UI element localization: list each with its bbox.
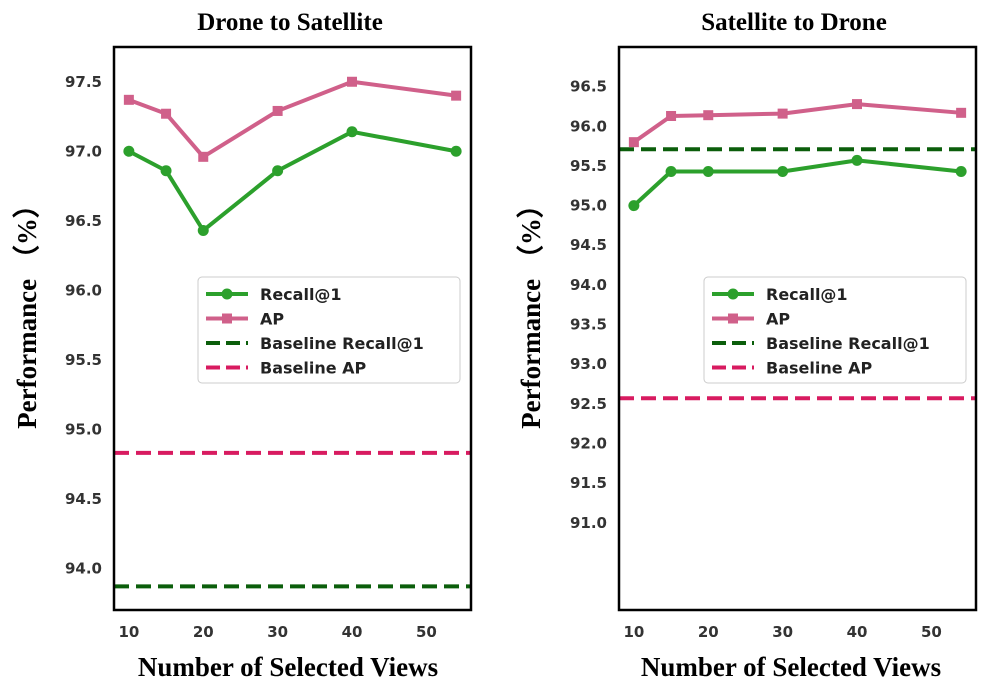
y-tick-label: 96.5 [65, 212, 102, 230]
chart-title: Drone to Satellite [197, 9, 383, 36]
y-tick-label: 93.0 [570, 355, 607, 373]
y-axis-label: Performance （%） [516, 191, 546, 429]
y-tick-label: 92.0 [570, 434, 607, 452]
y-tick-label: 97.5 [65, 73, 102, 91]
legend-label-recall1: Recall@1 [766, 285, 848, 304]
data-point-recall1 [123, 145, 135, 157]
series-line-ap [128, 79, 457, 159]
x-tick-label: 10 [118, 623, 139, 641]
data-point-ap [852, 99, 862, 110]
data-point-recall1 [628, 200, 640, 212]
plot-frame [112, 45, 473, 612]
legend-marker-recall1 [727, 288, 739, 300]
data-point-ap [123, 94, 134, 105]
legend-marker-ap [222, 313, 232, 324]
y-tick-label: 96.5 [570, 78, 607, 96]
data-point-recall1 [272, 165, 284, 177]
data-point-recall1 [702, 165, 714, 177]
data-point-ap [161, 108, 172, 119]
data-point-ap [777, 108, 788, 119]
plot-frame [617, 45, 978, 612]
x-tick-label: 30 [772, 623, 793, 641]
x-tick-label: 40 [342, 623, 363, 641]
series-line-ap [632, 102, 962, 144]
data-point-ap [666, 110, 677, 121]
data-point-recall1 [346, 126, 358, 138]
legend-label-recall1: Recall@1 [260, 285, 342, 304]
legend-label-baseline-recall1: Baseline Recall@1 [766, 334, 930, 353]
panel-drone-to-satellite: Drone to Satellite Performance （%） Number … [12, 9, 473, 682]
legend-label-baseline-ap: Baseline AP [260, 359, 367, 378]
legend-marker-recall1 [221, 288, 233, 300]
legend-box [197, 276, 461, 384]
legend-label-ap: AP [260, 310, 284, 329]
y-tick-label: 94.0 [570, 276, 607, 294]
legend-marker-ap [728, 313, 738, 324]
data-point-ap [703, 110, 714, 121]
data-point-recall1 [851, 154, 863, 166]
data-point-ap [347, 76, 357, 87]
data-point-ap [198, 151, 209, 162]
chart-title: Satellite to Drone [701, 9, 887, 36]
data-point-recall1 [665, 165, 677, 177]
data-point-ap [272, 105, 283, 116]
x-tick-label: 20 [698, 623, 719, 641]
y-tick-label: 96.0 [570, 117, 607, 135]
legend-label-baseline-recall1: Baseline Recall@1 [260, 334, 424, 353]
y-tick-label: 95.0 [570, 197, 607, 215]
y-tick-label: 94.5 [570, 236, 607, 254]
x-tick-label: 50 [416, 623, 437, 641]
panel-satellite-to-drone: Satellite to Drone Performance （%） Number … [516, 9, 978, 682]
data-point-ap [628, 137, 639, 148]
x-tick-label: 30 [267, 623, 288, 641]
legend-label-ap: AP [766, 310, 790, 329]
data-point-ap [956, 107, 967, 118]
x-axis-label: Number of Selected Views [641, 652, 941, 682]
y-tick-label: 94.5 [65, 490, 102, 508]
y-tick-label: 91.0 [570, 514, 607, 532]
data-point-recall1 [197, 224, 209, 236]
x-tick-label: 20 [193, 623, 214, 641]
series-line-recall1 [632, 158, 962, 208]
y-tick-label: 95.5 [570, 157, 607, 175]
y-tick-label: 92.5 [570, 395, 607, 413]
data-point-recall1 [777, 165, 789, 177]
data-point-recall1 [160, 165, 172, 177]
y-tick-label: 97.0 [65, 142, 102, 160]
data-point-ap [451, 90, 462, 101]
data-point-recall1 [955, 165, 967, 177]
y-tick-label: 94.0 [65, 559, 102, 577]
y-tick-label: 96.0 [65, 281, 102, 299]
x-tick-label: 50 [921, 623, 942, 641]
data-point-recall1 [450, 145, 462, 157]
y-tick-label: 93.5 [570, 316, 607, 334]
y-axis-label: Performance （%） [12, 191, 42, 429]
y-tick-label: 91.5 [570, 474, 607, 492]
x-tick-label: 10 [623, 623, 644, 641]
x-tick-label: 40 [847, 623, 868, 641]
y-tick-label: 95.0 [65, 420, 102, 438]
legend-label-baseline-ap: Baseline AP [766, 359, 873, 378]
legend-box [703, 276, 967, 384]
x-axis-label: Number of Selected Views [138, 652, 438, 682]
series-line-recall1 [127, 129, 457, 233]
y-tick-label: 95.5 [65, 351, 102, 369]
